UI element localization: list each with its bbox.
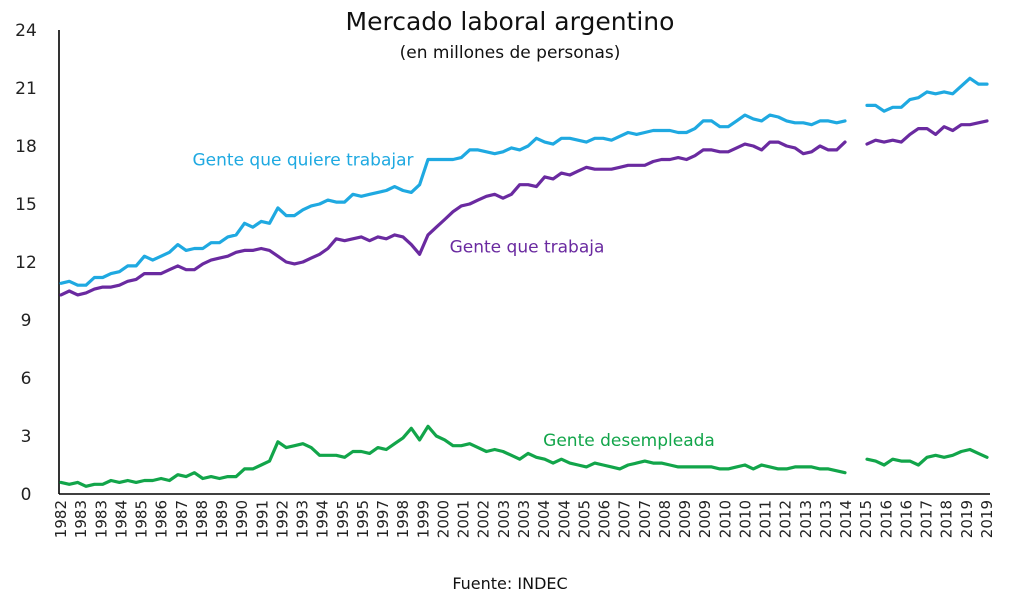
x-tick-label: 1994	[314, 500, 332, 538]
series-lines	[59, 76, 989, 488]
x-tick-label: 2013	[797, 500, 815, 538]
gente-desempleada-line	[59, 424, 847, 488]
chart-source: Fuente: INDEC	[452, 574, 567, 593]
x-tick-label: 1998	[394, 500, 412, 538]
y-tick-label: 15	[15, 195, 37, 215]
gente-que-trabaja-label: Gente que trabaja	[450, 238, 605, 258]
x-tick-label: 2015	[857, 500, 875, 538]
x-tick-label: 2012	[777, 500, 795, 538]
x-tick-label: 2008	[656, 500, 674, 538]
x-tick-label: 2004	[535, 500, 553, 538]
x-tick-label: 2014	[837, 500, 855, 538]
y-tick-label: 12	[15, 253, 37, 273]
x-tick-label: 1989	[213, 500, 231, 538]
x-tick-label: 2007	[616, 500, 634, 538]
gente-que-trabaja-line	[59, 140, 847, 297]
x-tick-label: 1984	[112, 500, 130, 538]
gente-que-quiere-trabajar-line	[865, 76, 989, 113]
x-tick-label: 2000	[434, 500, 452, 538]
gente-que-quiere-trabajar-line	[59, 113, 847, 287]
chart-subtitle: (en millones de personas)	[400, 43, 621, 63]
x-tick-label: 2010	[716, 500, 734, 538]
x-tick-label: 2016	[877, 500, 895, 538]
x-tick-label: 2011	[757, 500, 775, 538]
x-tick-label: 2018	[938, 500, 956, 538]
x-tick-label: 2007	[636, 500, 654, 538]
gente-que-trabaja-line	[865, 119, 989, 146]
gente-desempleada-label: Gente desempleada	[543, 431, 715, 451]
x-tick-label: 1992	[273, 500, 291, 538]
x-tick-label: 1982	[52, 500, 70, 538]
x-tick-label: 1988	[193, 500, 211, 538]
x-tick-label: 2003	[495, 500, 513, 538]
x-tick-label: 1983	[72, 500, 90, 538]
x-tick-label: 2017	[918, 500, 936, 538]
x-tick-label: 1983	[92, 500, 110, 538]
y-tick-label: 0	[21, 485, 32, 505]
gente-desempleada-line	[865, 447, 989, 467]
x-tick-label: 1991	[253, 500, 271, 538]
x-tick-label: 2013	[817, 500, 835, 538]
y-axis-ticks: 0 3 6 9 12 15 18 21 24	[15, 21, 37, 505]
gente-que-quiere-trabajar-label: Gente que quiere trabajar	[193, 151, 414, 171]
y-tick-label: 3	[21, 427, 32, 447]
x-tick-label: 1990	[233, 500, 251, 538]
x-tick-label: 1995	[334, 500, 352, 538]
x-tick-label: 2016	[897, 500, 915, 538]
x-tick-label: 2002	[475, 500, 493, 538]
y-tick-label: 18	[15, 137, 37, 157]
x-tick-label: 2004	[555, 500, 573, 538]
x-tick-label: 2010	[736, 500, 754, 538]
x-tick-label: 1997	[374, 500, 392, 538]
x-tick-label: 1999	[414, 500, 432, 538]
x-tick-label: 1987	[173, 500, 191, 538]
x-tick-label: 2006	[596, 500, 614, 538]
x-tick-label: 1985	[133, 500, 151, 538]
x-tick-label: 2009	[696, 500, 714, 538]
series-labels: Gente que quiere trabajar Gente que traba…	[193, 151, 715, 451]
x-tick-label: 1995	[354, 500, 372, 538]
x-tick-label: 2005	[575, 500, 593, 538]
x-tick-label: 2019	[978, 500, 996, 538]
y-tick-label: 24	[15, 21, 37, 41]
x-tick-label: 2003	[515, 500, 533, 538]
y-tick-label: 21	[15, 79, 37, 99]
x-tick-label: 2001	[455, 500, 473, 538]
x-tick-label: 2009	[676, 500, 694, 538]
x-tick-label: 1993	[294, 500, 312, 538]
x-tick-label: 2019	[958, 500, 976, 538]
y-tick-label: 9	[21, 311, 32, 331]
x-tick-label: 1986	[153, 500, 171, 538]
y-tick-label: 6	[21, 369, 32, 389]
x-axis-ticks: 1982 1983 1983 1984 1985 1986 1987 1988 1989 1990…	[52, 500, 996, 538]
chart-title: Mercado laboral argentino	[346, 7, 675, 36]
